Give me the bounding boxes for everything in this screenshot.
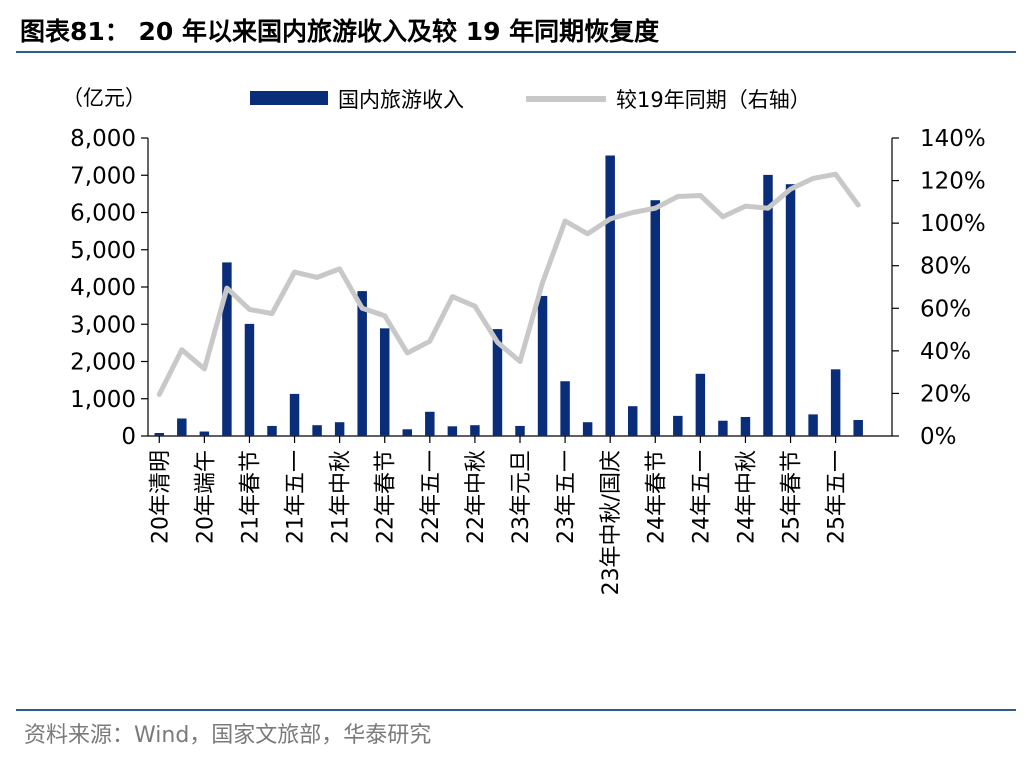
bar-mark xyxy=(515,425,525,436)
x-tick-labels: 20年清明 20年端午 21年春节 21年五一 21年中秋 22年春节 22年五一 22年中秋… xyxy=(148,436,850,595)
right-axis-tick-label: 80% xyxy=(920,254,971,280)
left-axis-tick-label: 3,000 xyxy=(70,312,136,338)
recovery-line xyxy=(156,171,861,397)
bar-mark xyxy=(177,418,187,436)
bar-mark xyxy=(808,414,818,436)
x-tick-label: 20年端午 xyxy=(193,450,218,544)
bar-mark xyxy=(154,433,165,436)
left-axis-tick-label: 5,000 xyxy=(70,238,136,264)
bar-mark xyxy=(425,411,435,436)
figure-title: 图表81： 20 年以来国内旅游收入及较 19 年同期恢复度 xyxy=(20,17,659,46)
bar-mark xyxy=(267,425,277,436)
right-axis-tick-label: 40% xyxy=(920,339,971,365)
x-tick-label: 25年五一 xyxy=(825,450,850,544)
legend-bar-swatch xyxy=(250,91,328,105)
left-axis-tick-label: 8,000 xyxy=(70,126,136,152)
bar-mark xyxy=(222,262,232,436)
bar-mark xyxy=(718,420,728,436)
left-unit-label: （亿元） xyxy=(62,86,146,110)
bar-mark xyxy=(447,426,458,436)
bar-mark xyxy=(492,329,503,436)
x-tick-label: 22年五一 xyxy=(419,450,444,544)
x-tick-label: 23年中秋/国庆 xyxy=(599,450,624,595)
bar-mark xyxy=(334,422,345,436)
bar-mark xyxy=(605,155,615,436)
legend: 国内旅游收入 较19年同期（右轴） xyxy=(250,88,811,112)
x-tick-label: 23年五一 xyxy=(554,450,579,544)
left-axis-tick-label: 4,000 xyxy=(70,275,136,301)
bar-mark xyxy=(402,429,413,436)
x-tick-label: 22年中秋 xyxy=(464,450,489,544)
right-axis-tick-label: 60% xyxy=(920,296,971,322)
right-axis-tick-label: 20% xyxy=(920,381,971,407)
right-axis-tick-label: 100% xyxy=(920,211,986,237)
right-axis-tick-label: 120% xyxy=(920,169,986,195)
x-tick-label: 24年五一 xyxy=(689,450,714,544)
x-tick-label: 21年五一 xyxy=(284,450,309,544)
bar-mark xyxy=(853,419,863,436)
bar-mark xyxy=(695,373,706,436)
x-tick-label: 20年清明 xyxy=(148,450,173,544)
bar-mark xyxy=(763,174,773,436)
left-axis-tick-label: 6,000 xyxy=(70,201,136,227)
bar-mark xyxy=(740,417,751,436)
right-axis-tick-label: 0% xyxy=(920,424,957,450)
bar-mark xyxy=(650,200,661,436)
bar-mark xyxy=(199,431,210,436)
x-tick-label: 21年中秋 xyxy=(329,450,354,544)
x-tick-label: 25年春节 xyxy=(780,450,805,544)
bar-mark xyxy=(244,323,255,436)
bar-mark xyxy=(582,422,593,436)
left-axis-tick-label: 7,000 xyxy=(70,163,136,189)
left-axis-tick-label: 1,000 xyxy=(70,387,136,413)
bar-mark xyxy=(537,295,548,436)
bar-mark xyxy=(312,425,322,436)
line-series xyxy=(156,171,861,397)
bar-mark xyxy=(785,184,796,436)
bar-mark xyxy=(289,393,300,436)
legend-line-label: 较19年同期（右轴） xyxy=(616,88,811,112)
x-tick-label: 24年中秋 xyxy=(734,450,759,544)
bar-series xyxy=(154,155,863,436)
bar-mark xyxy=(357,291,367,436)
bar-mark xyxy=(830,369,841,436)
x-tick-label: 23年元旦 xyxy=(509,450,534,544)
legend-bar-label: 国内旅游收入 xyxy=(338,88,464,112)
source-note: 资料来源：Wind，国家文旅部，华泰研究 xyxy=(24,723,431,748)
right-axis-tick-label: 140% xyxy=(920,126,986,152)
bar-mark xyxy=(627,406,638,436)
axes: 0 1,000 2,000 3,000 4,000 5,000 6,000 7,000 8,00… xyxy=(70,126,986,450)
x-tick-label: 22年春节 xyxy=(374,450,399,544)
bar-mark xyxy=(470,425,480,436)
bar-mark xyxy=(560,381,570,436)
x-tick-label: 24年春节 xyxy=(644,450,669,544)
x-tick-label: 21年春节 xyxy=(238,450,263,544)
left-axis-tick-label: 2,000 xyxy=(70,350,136,376)
bar-mark xyxy=(379,328,390,436)
left-axis-tick-label: 0 xyxy=(121,424,136,450)
bar-mark xyxy=(673,415,683,436)
